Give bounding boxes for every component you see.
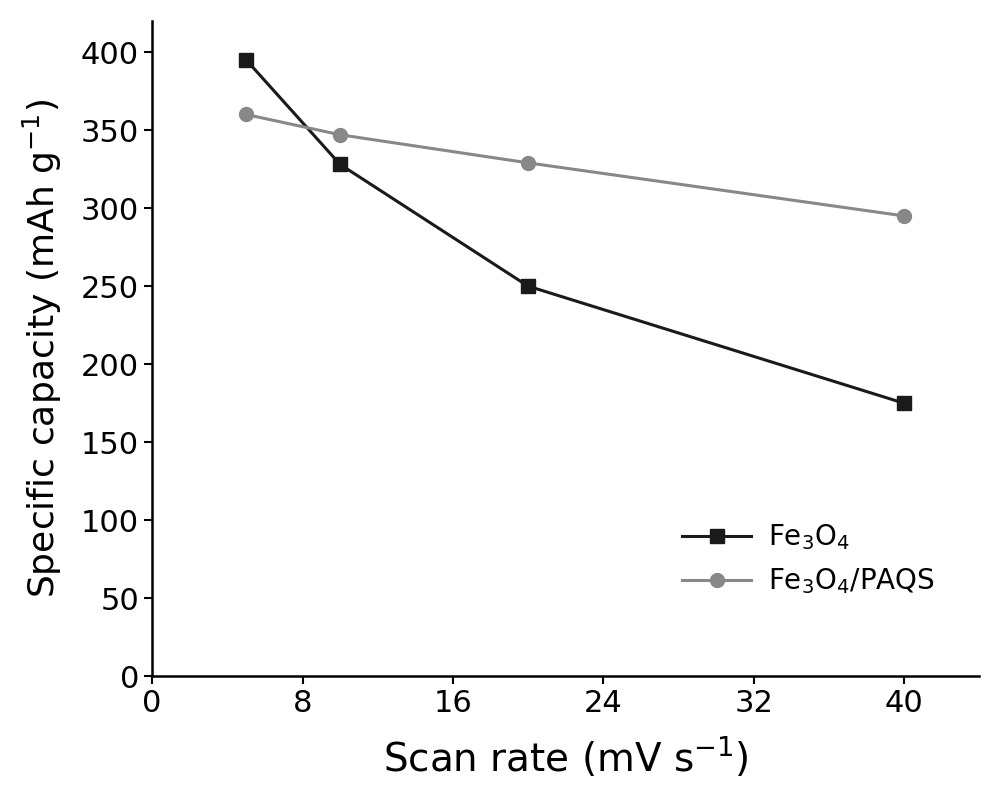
Fe$_3$O$_4$/PAQS: [522, 158, 534, 168]
Legend: Fe$_3$O$_4$, Fe$_3$O$_4$/PAQS: Fe$_3$O$_4$, Fe$_3$O$_4$/PAQS: [668, 509, 949, 610]
Fe$_3$O$_4$: [334, 160, 346, 170]
Fe$_3$O$_4$: [240, 55, 252, 65]
Line: Fe$_3$O$_4$: Fe$_3$O$_4$: [239, 53, 911, 410]
Fe$_3$O$_4$: [522, 282, 534, 291]
Fe$_3$O$_4$/PAQS: [334, 130, 346, 139]
Y-axis label: Specific capacity (mAh g$^{-1}$): Specific capacity (mAh g$^{-1}$): [21, 99, 64, 598]
Line: Fe$_3$O$_4$/PAQS: Fe$_3$O$_4$/PAQS: [239, 107, 911, 223]
X-axis label: Scan rate (mV s$^{-1}$): Scan rate (mV s$^{-1}$): [383, 735, 749, 779]
Fe$_3$O$_4$/PAQS: [240, 110, 252, 119]
Fe$_3$O$_4$: [898, 398, 910, 408]
Fe$_3$O$_4$/PAQS: [898, 211, 910, 221]
